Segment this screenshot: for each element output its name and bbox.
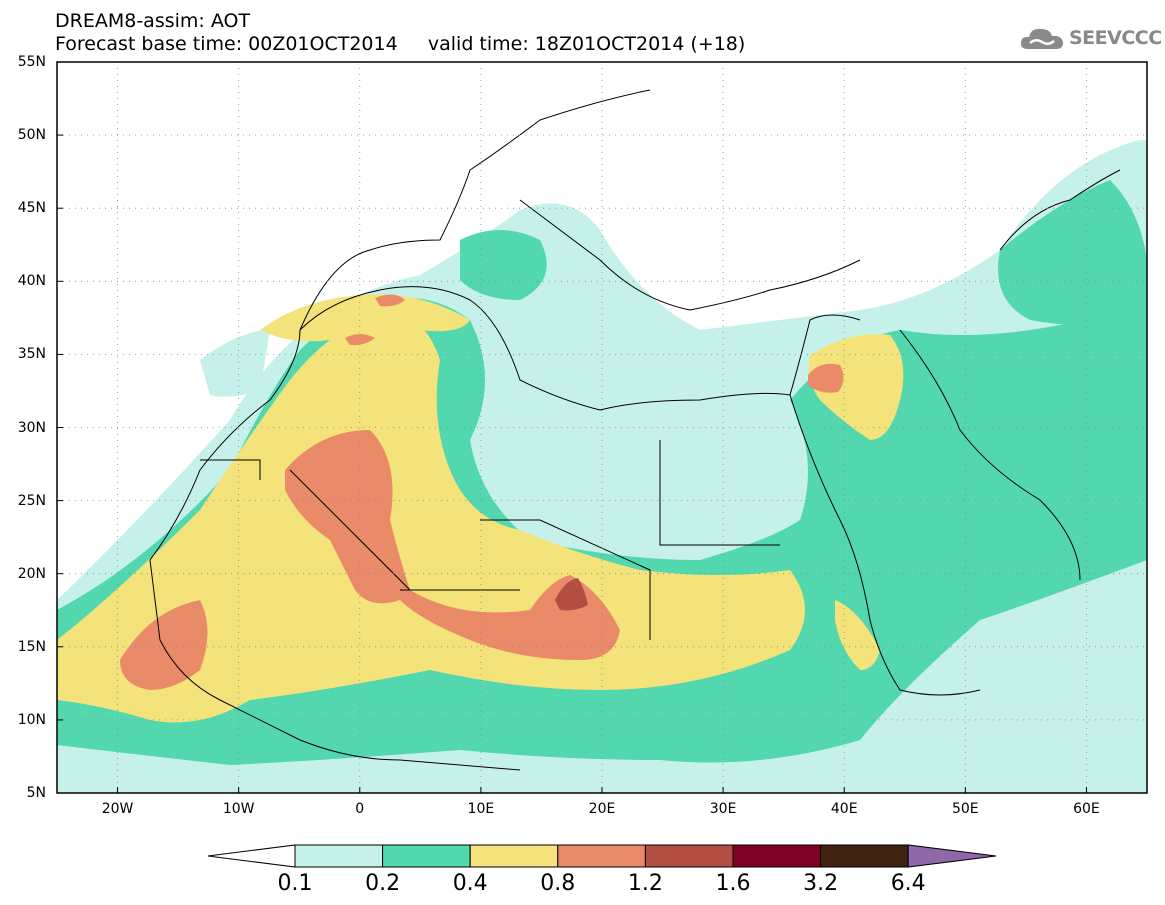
lat-label: 40N [17, 273, 46, 290]
colorbar-over-triangle [907, 844, 997, 868]
lat-label: 35N [17, 346, 46, 363]
colorbar-swatch [382, 844, 471, 868]
lon-label: 20E [588, 801, 616, 817]
colorbar-label: 0.2 [365, 871, 401, 896]
lat-label: 50N [17, 127, 46, 144]
lat-label: 45N [17, 200, 46, 217]
aot-level-3-area [57, 294, 904, 723]
lon-label: 50E [951, 801, 979, 817]
colorbar-swatch [294, 844, 384, 868]
map-subtitle: Forecast base time: 00Z01OCT2014 valid t… [55, 33, 746, 55]
colorbar-swatch [557, 844, 646, 868]
lon-label: 30E [709, 801, 737, 817]
colorbar-label: 6.4 [890, 871, 926, 896]
lon-label: 10E [467, 801, 495, 817]
aot-level-4-area [120, 294, 844, 690]
colorbar-label: 1.6 [715, 871, 751, 896]
lat-label: 20N [17, 565, 46, 582]
seevccc-logo: SEEVCCC [1018, 22, 1162, 54]
lat-label: 10N [17, 711, 46, 728]
colorbar-label: 0.1 [277, 871, 313, 896]
colorbar-under-triangle [207, 844, 296, 868]
lon-label: 20W [101, 801, 134, 817]
aot-level-5-area [555, 578, 588, 611]
lat-label: 25N [17, 492, 46, 509]
logo-text: SEEVCCC [1069, 27, 1162, 49]
lat-label: 30N [17, 419, 46, 436]
lon-label: 0 [355, 801, 365, 817]
colorbar-label: 0.4 [452, 871, 488, 896]
colorbar-label: 0.8 [540, 871, 576, 896]
colorbar-label: 1.2 [627, 871, 663, 896]
colorbar-swatch [469, 844, 559, 868]
lon-label: 60E [1073, 801, 1100, 817]
lat-label: 55N [17, 54, 46, 70]
coastlines [149, 89, 1121, 771]
colorbar-label: 3.2 [803, 871, 839, 896]
colorbar-swatch [820, 844, 909, 868]
cloud-icon [1020, 28, 1063, 49]
lat-label: 15N [17, 638, 46, 655]
lon-label: 10W [222, 801, 255, 817]
colorbar-swatch [644, 844, 734, 868]
map-title: DREAM8-assim: AOT [55, 10, 251, 32]
lon-label: 40E [830, 801, 858, 817]
lat-label: 5N [26, 785, 46, 801]
colorbar-swatch [732, 844, 822, 868]
